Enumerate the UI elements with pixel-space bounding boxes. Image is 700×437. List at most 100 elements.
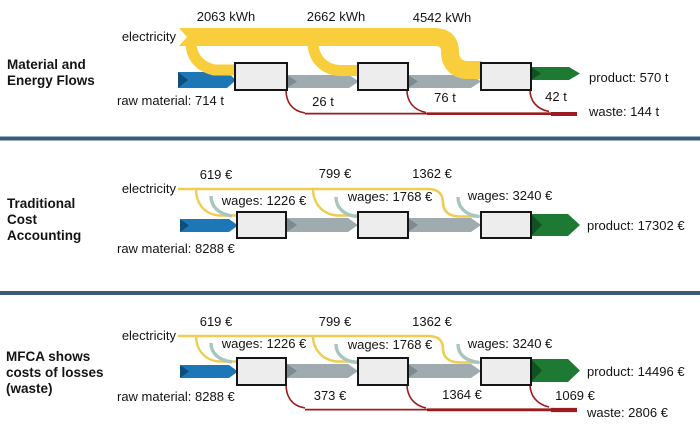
- loss-value-label: 42 t: [545, 89, 567, 104]
- wages-line-2: [334, 196, 358, 219]
- process-box-1: [236, 211, 287, 239]
- waste-curve-1: [285, 383, 306, 409]
- product-arrow: [531, 67, 580, 80]
- process-box-2: [357, 357, 409, 386]
- flow-value-label: 619 €: [199, 314, 233, 329]
- loss-value-label: 1069 €: [555, 388, 595, 403]
- electricity-line-branch-2: [311, 188, 358, 217]
- electricity-branch-2: [307, 41, 359, 76]
- loss-value-label: 373 €: [313, 388, 347, 403]
- process-box-3: [480, 62, 532, 91]
- section-title-line: Material and: [7, 57, 86, 72]
- section-divider: [0, 291, 700, 295]
- wages-line-1: [209, 195, 233, 218]
- chevron-icon: [287, 75, 297, 88]
- section-divider: [0, 136, 700, 141]
- process-flow-band: [408, 364, 481, 378]
- process-box-1: [234, 62, 288, 91]
- chevron-icon: [408, 218, 418, 232]
- product-arrow: [531, 214, 580, 236]
- chevron-icon: [178, 72, 188, 88]
- section-title-line: MFCA shows: [6, 349, 91, 364]
- flow-value-label: 2662 kWh: [306, 9, 366, 24]
- electricity-label: electricity: [121, 328, 176, 343]
- process-box-1: [236, 357, 287, 386]
- wages-line-2: [334, 343, 358, 365]
- loss-value-label: 76 t: [434, 90, 456, 105]
- process-flow-band: [287, 364, 358, 378]
- raw-material-arrow: [180, 219, 238, 232]
- electricity-label: electricity: [121, 29, 176, 44]
- wages-line-3: [456, 196, 480, 219]
- electricity-label: electricity: [121, 181, 176, 196]
- flow-value-label: 799 €: [318, 166, 352, 181]
- wages-label: wages: 1226 €: [221, 336, 307, 351]
- loss-value-label: 26 t: [312, 94, 334, 109]
- process-box-2: [357, 62, 409, 91]
- chevron-icon: [287, 218, 297, 232]
- waste-curve-2: [406, 89, 427, 114]
- loss-value-label: 1364 €: [442, 387, 482, 402]
- flow-value-label: 1362 €: [412, 314, 452, 329]
- band-tail-notch: [178, 27, 187, 47]
- chevron-icon: [408, 75, 418, 88]
- wages-label: wages: 1768 €: [347, 189, 433, 204]
- chevron-icon: [287, 364, 297, 378]
- flow-value-label: 4542 kWh: [412, 10, 472, 25]
- electricity-line-branch-1: [194, 188, 237, 217]
- electricity-line-branch-1: [194, 335, 237, 363]
- process-box-3: [480, 357, 532, 386]
- product-label: product: 570 t: [589, 70, 669, 85]
- raw-material-arrow: [180, 365, 238, 378]
- section-title-line: (waste): [6, 381, 53, 396]
- waste-curve-3: [529, 89, 550, 113]
- waste-curve-1: [285, 89, 306, 114]
- electricity-line-main: [178, 334, 481, 364]
- electricity-branch-1: [185, 41, 235, 76]
- wages-line-3: [456, 343, 480, 365]
- flow-value-label: 2063 kWh: [196, 9, 256, 24]
- process-box-2: [357, 211, 409, 239]
- product-label: product: 14496 €: [587, 364, 685, 379]
- chevron-icon: [531, 359, 542, 382]
- chevron-icon: [408, 364, 418, 378]
- chevron-icon: [180, 219, 189, 232]
- raw-material-arrow: [178, 72, 236, 88]
- section-title-line: Traditional: [7, 196, 76, 211]
- chevron-icon: [531, 214, 542, 236]
- raw-material-label: raw material: 8288 €: [117, 389, 235, 404]
- product-arrow: [531, 359, 580, 382]
- process-flow-band: [287, 75, 359, 88]
- chevron-icon: [180, 365, 189, 378]
- electricity-line-branch-2: [311, 335, 358, 363]
- electricity-band-main: [178, 28, 482, 79]
- raw-material-label: raw material: 714 t: [117, 93, 224, 108]
- process-flow-band: [287, 218, 358, 232]
- waste-curve-2: [406, 383, 427, 409]
- wages-label: wages: 3240 €: [467, 188, 553, 203]
- electricity-line-main: [178, 187, 481, 218]
- section-title-line: Accounting: [7, 228, 82, 243]
- section-title-line: Cost: [7, 212, 37, 227]
- process-box-3: [480, 211, 532, 239]
- waste-curve-3: [529, 383, 550, 408]
- section-title-line: costs of losses: [6, 365, 104, 380]
- sankey-traditional-cost: [178, 187, 580, 239]
- flow-value-label: 619 €: [199, 167, 233, 182]
- waste-label: waste: 2806 €: [587, 405, 668, 420]
- wages-label: wages: 3240 €: [467, 336, 553, 351]
- wages-label: wages: 1768 €: [347, 337, 433, 352]
- raw-material-label: raw material: 8288 €: [117, 241, 235, 256]
- sankey-material-energy: [178, 27, 580, 116]
- flow-value-label: 1362 €: [412, 166, 452, 181]
- product-label: product: 17302 €: [587, 218, 685, 233]
- process-flow-band: [408, 218, 481, 232]
- wages-label: wages: 1226 €: [221, 193, 307, 208]
- wages-line-1: [209, 342, 233, 364]
- sankey-mfca: [178, 334, 580, 413]
- chevron-icon: [531, 67, 541, 80]
- section-title-line: Energy Flows: [7, 73, 95, 88]
- flow-value-label: 799 €: [318, 314, 352, 329]
